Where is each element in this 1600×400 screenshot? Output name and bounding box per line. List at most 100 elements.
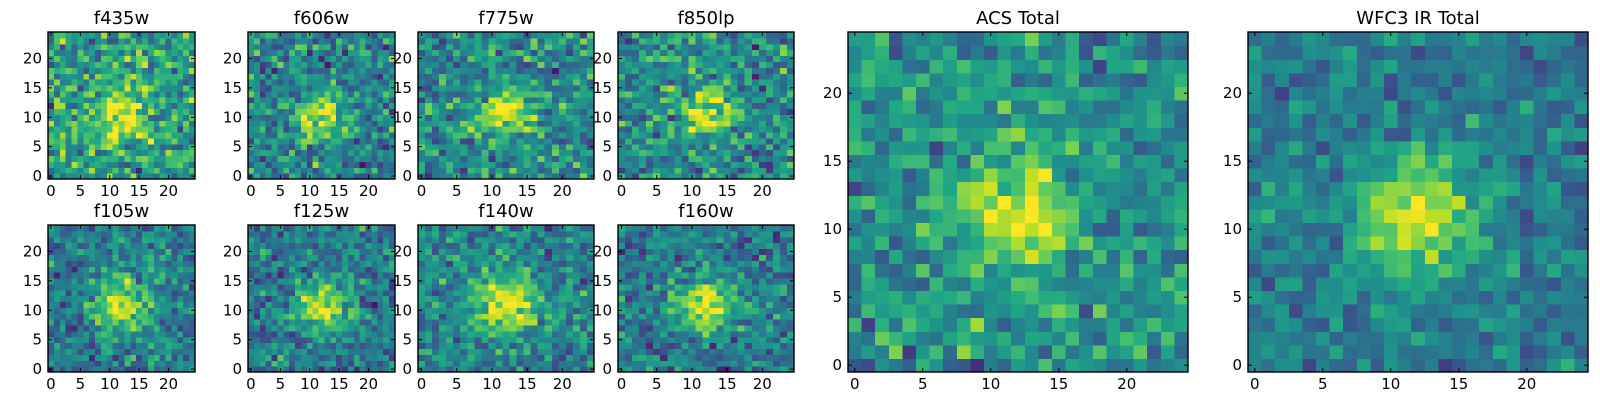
heatmap-cell <box>765 360 774 367</box>
heatmap-cell <box>106 336 114 344</box>
heatmap-cell <box>183 301 190 308</box>
heatmap-cell <box>709 96 718 104</box>
heatmap-cell <box>83 330 90 338</box>
x-tick-label: 0 <box>617 182 627 200</box>
heatmap-cell <box>439 161 447 168</box>
heatmap-cell <box>271 313 278 320</box>
heatmap-cell <box>453 49 461 57</box>
heatmap-cell <box>751 73 760 80</box>
heatmap-cell <box>646 96 654 104</box>
heatmap-cell <box>342 167 349 174</box>
heatmap-cell <box>646 167 654 174</box>
heatmap-cell <box>271 161 278 168</box>
heatmap-cell <box>300 272 308 279</box>
heatmap-cell <box>283 277 290 285</box>
heatmap-cell <box>688 61 697 68</box>
heatmap-cell <box>371 295 378 303</box>
heatmap-cell <box>347 366 355 373</box>
heatmap-cell <box>253 61 261 68</box>
heatmap-cell <box>83 108 90 115</box>
heatmap-cell <box>289 295 296 303</box>
heatmap-cell <box>271 277 278 285</box>
heatmap-cell <box>312 84 320 92</box>
heatmap-cell <box>377 277 384 285</box>
heatmap-cell <box>565 272 574 279</box>
heatmap-cell <box>723 55 732 62</box>
heatmap-cell <box>723 155 732 162</box>
heatmap-cell <box>95 79 102 86</box>
heatmap-cell <box>632 32 640 39</box>
heatmap-cell <box>189 32 196 39</box>
heatmap-cell <box>330 155 337 162</box>
heatmap-cell <box>695 102 704 110</box>
heatmap-cell <box>147 173 155 180</box>
heatmap-cell <box>432 277 440 285</box>
heatmap-cell <box>523 248 532 255</box>
heatmap-cell <box>77 143 84 151</box>
heatmap-cell <box>716 336 725 344</box>
heatmap-cell <box>347 67 355 74</box>
heatmap-cell <box>765 348 774 355</box>
heatmap-cell <box>772 161 781 168</box>
heatmap-cell <box>737 342 746 350</box>
heatmap-cell <box>183 266 190 273</box>
heatmap-cell <box>342 260 349 267</box>
heatmap-cell <box>709 84 718 92</box>
heatmap-cell <box>551 114 560 121</box>
heatmap-cell <box>271 260 278 267</box>
heatmap-cell <box>71 330 78 338</box>
heatmap-cell <box>59 295 67 303</box>
heatmap-cell <box>253 225 261 232</box>
heatmap-cell <box>579 342 588 350</box>
heatmap-cell <box>758 108 767 115</box>
heatmap-cell <box>586 96 595 104</box>
heatmap-cell <box>100 43 108 51</box>
heatmap-cell <box>460 49 468 57</box>
heatmap-cell <box>481 149 489 157</box>
heatmap-cell <box>277 108 284 115</box>
heatmap-cell <box>460 167 468 174</box>
heatmap-cell <box>183 90 190 98</box>
heatmap-cell <box>330 313 337 320</box>
heatmap-cell <box>579 289 588 297</box>
heatmap-cell <box>347 307 355 314</box>
heatmap-cell <box>579 313 588 320</box>
heatmap-cell <box>653 126 661 133</box>
heatmap-cell <box>100 313 108 320</box>
heatmap-cell <box>100 108 108 115</box>
heatmap-cell <box>786 149 795 157</box>
heatmap-cell <box>53 102 61 110</box>
heatmap-cell <box>565 155 574 162</box>
heatmap-cell <box>342 49 349 57</box>
heatmap-cell <box>709 295 718 303</box>
heatmap-cell <box>253 277 261 285</box>
panel-title: f105w <box>94 201 149 222</box>
heatmap-cell <box>289 254 296 261</box>
heatmap-cell <box>118 295 126 303</box>
heatmap-cell <box>632 155 640 162</box>
heatmap-cell <box>306 301 314 308</box>
heatmap-cell <box>347 173 355 180</box>
heatmap-cell <box>112 360 120 367</box>
heatmap-cell <box>695 161 704 168</box>
heatmap-cell <box>259 90 267 98</box>
heatmap-cell <box>118 96 126 104</box>
heatmap-cell <box>460 277 468 285</box>
heatmap-cell <box>530 114 539 121</box>
heatmap-cell <box>681 330 689 338</box>
panel-title: f140w <box>478 201 533 222</box>
heatmap-cell <box>723 43 732 51</box>
heatmap-cell <box>579 49 588 57</box>
heatmap-cell <box>709 336 718 344</box>
heatmap-cell <box>253 67 261 74</box>
heatmap-cell <box>744 79 753 86</box>
heatmap-cell <box>758 131 767 139</box>
heatmap-cell <box>674 137 682 145</box>
heatmap-cell <box>667 167 675 174</box>
heatmap-cell <box>342 90 349 98</box>
heatmap-cell <box>509 360 518 367</box>
heatmap-cell <box>277 167 284 174</box>
heatmap-cell <box>695 283 704 291</box>
heatmap-cell <box>353 236 361 244</box>
heatmap-cell <box>300 254 308 261</box>
